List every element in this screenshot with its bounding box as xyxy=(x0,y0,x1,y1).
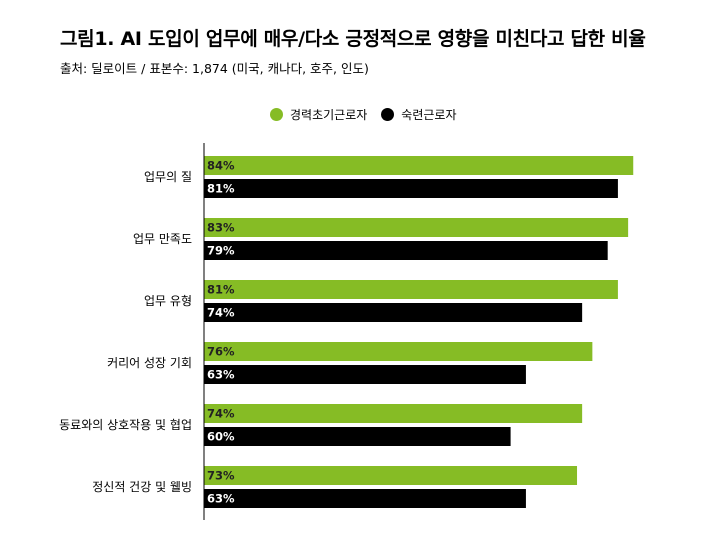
data-label-senior-5: 63% xyxy=(207,492,235,506)
chart-title: 그림1. AI 도입이 업무에 매우/다소 긍정적으로 영향을 미친다고 답한 … xyxy=(60,28,646,50)
data-label-early-0: 84% xyxy=(207,159,235,173)
legend-swatch-early xyxy=(270,108,283,121)
legend-label-early: 경력초기근로자 xyxy=(290,108,368,122)
category-label-1: 업무 만족도 xyxy=(133,232,192,246)
bar-senior-2 xyxy=(204,303,583,322)
bar-early-1 xyxy=(204,218,629,237)
legend-swatch-senior xyxy=(381,108,395,121)
data-label-senior-3: 63% xyxy=(207,368,235,382)
data-label-senior-0: 81% xyxy=(207,182,235,196)
category-label-4: 동료와의 상호작용 및 협업 xyxy=(59,418,192,432)
legend-label-senior: 숙련근로자 xyxy=(401,108,457,122)
data-label-early-2: 81% xyxy=(207,283,235,297)
data-label-senior-4: 60% xyxy=(207,430,235,444)
category-label-0: 업무의 질 xyxy=(144,170,192,184)
category-label-5: 정신적 건강 및 웰빙 xyxy=(92,480,192,494)
legend-item-early: 경력초기근로자 xyxy=(270,106,367,123)
category-label-2: 업무 유형 xyxy=(144,294,192,308)
legend-item-senior: 숙련근로자 xyxy=(381,106,456,123)
bar-early-3 xyxy=(204,342,593,361)
chart-subtitle: 출처: 딜로이트 / 표본수: 1,874 (미국, 캐나다, 호주, 인도) xyxy=(60,61,369,76)
bar-senior-3 xyxy=(204,365,526,384)
data-label-senior-2: 74% xyxy=(207,306,235,320)
category-label-3: 커리어 성장 기회 xyxy=(107,356,192,370)
data-label-early-3: 76% xyxy=(207,345,235,359)
data-label-senior-1: 79% xyxy=(207,244,235,258)
bar-early-2 xyxy=(204,280,618,299)
data-label-early-4: 74% xyxy=(207,407,235,421)
bar-early-4 xyxy=(204,404,583,423)
bar-senior-4 xyxy=(204,427,511,446)
legend: 경력초기근로자 숙련근로자 xyxy=(270,106,470,123)
bar-senior-5 xyxy=(204,489,526,508)
bar-senior-0 xyxy=(204,179,618,198)
data-label-early-1: 83% xyxy=(207,221,235,235)
data-label-early-5: 73% xyxy=(207,469,235,483)
bar-early-0 xyxy=(204,156,634,175)
bar-senior-1 xyxy=(204,241,608,260)
bar-early-5 xyxy=(204,466,578,485)
